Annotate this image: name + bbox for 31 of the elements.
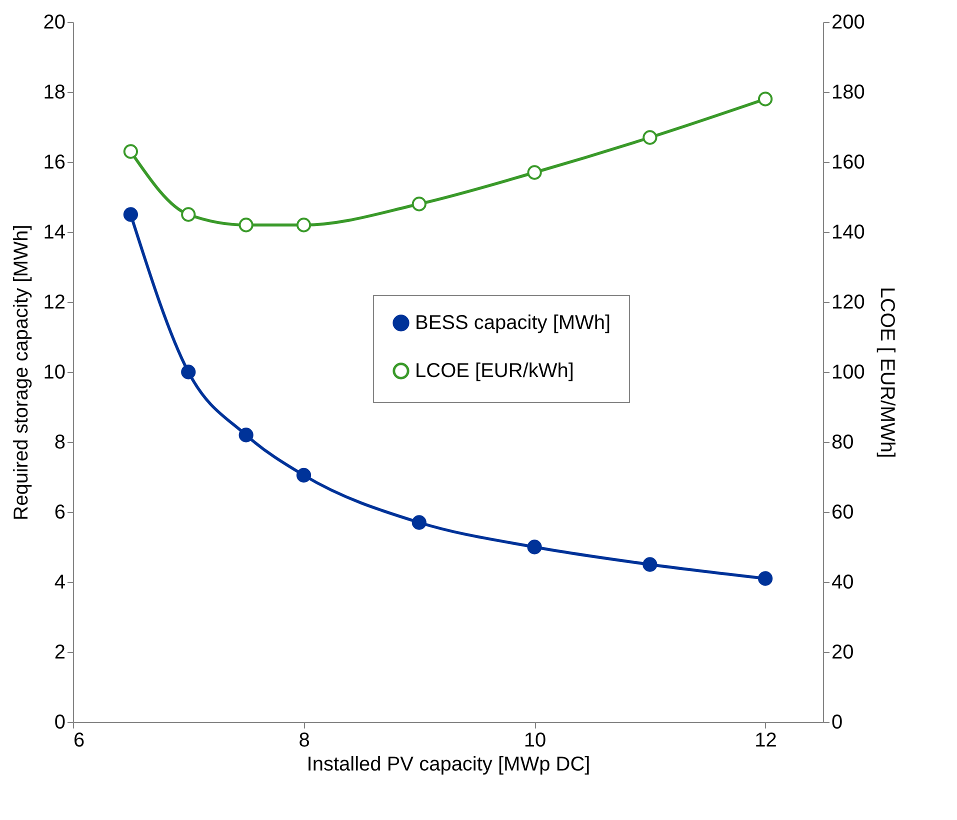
legend-label: LCOE [EUR/kWh]: [415, 360, 574, 382]
legend-label: BESS capacity [MWh]: [415, 312, 611, 334]
x-tick-label: 12: [754, 730, 777, 752]
y-tick-label: 20: [43, 12, 66, 34]
y-tick-label: 0: [54, 712, 66, 734]
y-tick-label: 6: [54, 502, 66, 524]
x-tick-label: 6: [74, 730, 85, 752]
y2-tick-label: 180: [832, 82, 865, 104]
y-axis-title: Required storage capacity [MWh]: [10, 224, 32, 520]
y2-tick-label: 80: [832, 432, 854, 454]
y-tick-label: 4: [54, 572, 66, 594]
y-tick-label: 18: [43, 82, 66, 104]
y2-tick-label: 60: [832, 502, 854, 524]
y-tick-label: 8: [54, 432, 66, 454]
y-tick-label: 14: [43, 222, 66, 244]
y-tick-label: 10: [43, 362, 66, 384]
y2-tick-label: 160: [832, 152, 865, 174]
y2-tick-label: 200: [832, 12, 865, 34]
y2-tick-label: 100: [832, 362, 865, 384]
y2-tick-label: 20: [832, 642, 854, 664]
y2-tick-label: 0: [832, 712, 843, 734]
x-tick-label: 8: [298, 730, 310, 752]
y2-tick-label: 140: [832, 222, 865, 244]
x-axis-title: Installed PV capacity [MWp DC]: [306, 754, 590, 776]
y-tick-label: 12: [43, 292, 66, 314]
x-tick-label: 10: [524, 730, 546, 752]
y-tick-label: 16: [43, 152, 66, 174]
y2-axis-title: LCOE [ EUR/MWh]: [876, 286, 898, 458]
y2-tick-label: 120: [832, 292, 865, 314]
y-tick-label: 2: [54, 642, 66, 664]
y2-tick-label: 40: [832, 572, 854, 594]
